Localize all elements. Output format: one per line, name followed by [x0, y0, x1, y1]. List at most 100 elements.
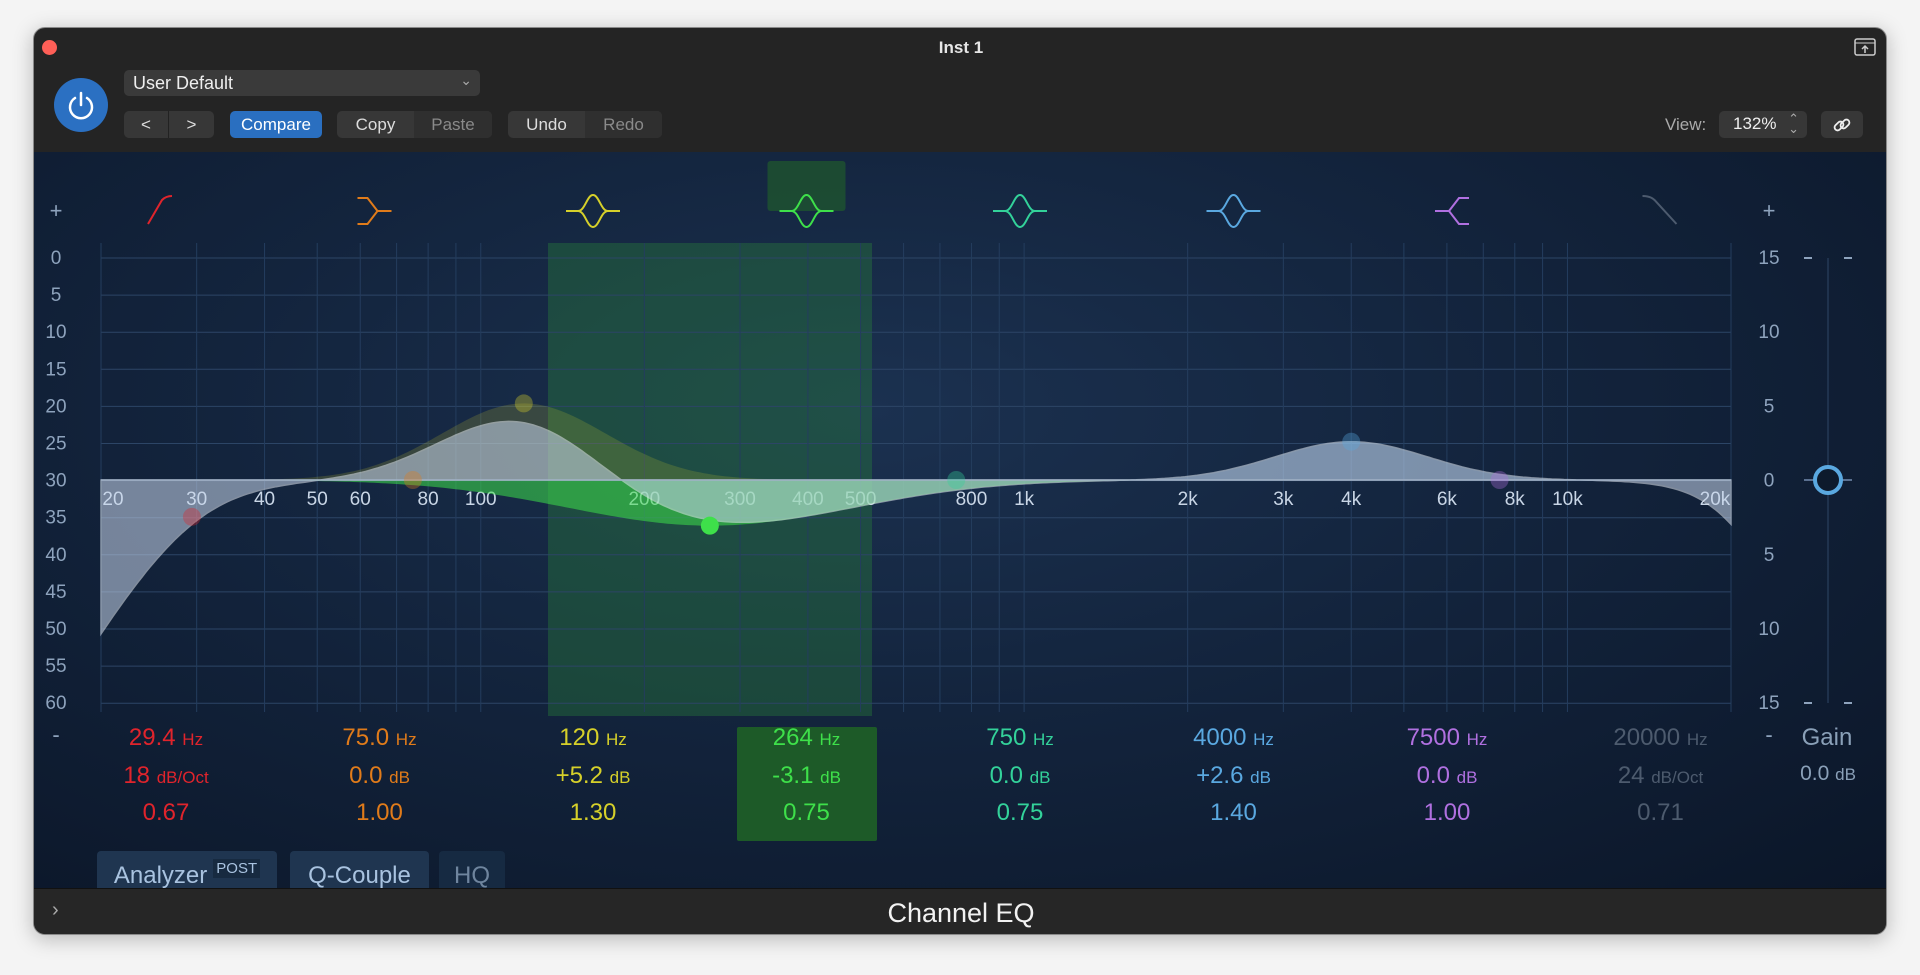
undo-button[interactable]: Undo — [526, 114, 567, 134]
band-6-q-field[interactable]: 1.40 — [1164, 799, 1304, 827]
band-5-freq-field[interactable]: 750 Hz — [950, 724, 1090, 752]
param-unit: Hz — [819, 730, 841, 749]
band-handle[interactable] — [403, 471, 422, 489]
param-unit: dB — [820, 768, 841, 787]
param-value: 264 — [772, 724, 813, 751]
band-4-gain-field[interactable]: -3.1 dB — [737, 762, 877, 790]
preset-dropdown[interactable]: User Default ⌄ — [124, 70, 480, 96]
band-handle[interactable] — [700, 516, 719, 535]
stepper-arrows-icon: ⌃ ⌄ — [1788, 111, 1799, 136]
param-value: 18 — [123, 762, 151, 789]
band-4-q-field[interactable]: 0.75 — [737, 799, 877, 827]
band-2-q-field[interactable]: 1.00 — [310, 799, 450, 827]
left-scale-label: 25 — [45, 434, 66, 455]
compare-button[interactable]: Compare — [230, 111, 322, 138]
param-value: -3.1 — [772, 762, 814, 789]
band-handle[interactable] — [1490, 471, 1509, 489]
power-button[interactable] — [54, 78, 108, 132]
band-6-gain-field[interactable]: +2.6 dB — [1164, 762, 1304, 790]
low-cut-filter-icon[interactable] — [147, 195, 173, 225]
close-button[interactable] — [42, 40, 57, 55]
band-2-gain-field[interactable]: 0.0 dB — [310, 762, 450, 790]
param-unit: Hz — [1686, 730, 1708, 749]
view-label: View: — [1665, 115, 1707, 134]
left-scale-label: 0 — [51, 248, 62, 269]
copy-button[interactable]: Copy — [355, 114, 396, 134]
left-scale-label: 45 — [45, 582, 66, 603]
bell-filter-icon[interactable] — [993, 193, 1047, 229]
param-unit: dB — [609, 768, 631, 787]
right-scale-label: 10 — [1758, 322, 1779, 343]
param-unit: Hz — [1466, 730, 1488, 749]
param-unit: dB — [1456, 768, 1478, 787]
band-handle[interactable] — [514, 394, 533, 413]
param-value: 0.71 — [1637, 799, 1684, 826]
frequency-label: 60 — [350, 489, 371, 510]
left-scale-label: 5 — [51, 285, 62, 306]
preset-nav: < > — [124, 111, 214, 138]
band-3-gain-field[interactable]: +5.2 dB — [523, 762, 663, 790]
band-7-gain-field[interactable]: 0.0 dB — [1377, 762, 1517, 790]
band-7-freq-field[interactable]: 7500 Hz — [1377, 724, 1517, 752]
band-handle[interactable] — [947, 471, 966, 489]
band-8-gain-field[interactable]: 24 dB/Oct — [1591, 762, 1731, 790]
eq-response-curve — [100, 420, 1732, 637]
band-1-gain-field[interactable]: 18 dB/Oct — [96, 762, 236, 790]
band-handle[interactable] — [182, 507, 201, 526]
paste-button[interactable]: Paste — [414, 111, 492, 138]
chevron-right-icon[interactable]: › — [52, 899, 59, 921]
band-handle[interactable] — [1342, 432, 1361, 451]
band-3-freq-field[interactable]: 120 Hz — [523, 724, 663, 752]
band-1-freq-field[interactable]: 29.4 Hz — [96, 724, 236, 752]
zoom-in-button[interactable]: + — [50, 198, 63, 223]
param-value: 0.75 — [783, 799, 830, 826]
band-4-freq-field[interactable]: 264 Hz — [737, 724, 877, 752]
zoom-in-button[interactable]: + — [1763, 198, 1776, 223]
right-scale-label: 5 — [1764, 396, 1775, 417]
left-scale-label: 60 — [45, 693, 66, 714]
band-8-freq-field[interactable]: 20000 Hz — [1591, 724, 1731, 752]
low-shelf-filter-icon[interactable] — [357, 197, 392, 225]
high-cut-filter-icon[interactable] — [1642, 195, 1678, 225]
param-value: 750 — [986, 724, 1027, 751]
plugin-name: Channel EQ — [887, 898, 1035, 928]
frequency-label: 1k — [1014, 489, 1035, 510]
bell-filter-icon[interactable] — [779, 193, 834, 229]
frequency-label: 100 — [465, 489, 497, 510]
band-8-q-field[interactable]: 0.71 — [1591, 799, 1731, 827]
band-6-freq-field[interactable]: 4000 Hz — [1164, 724, 1304, 752]
frequency-label: 3k — [1273, 489, 1294, 510]
high-shelf-filter-icon[interactable] — [1435, 197, 1469, 225]
param-value: 120 — [559, 724, 600, 751]
left-scale-label: 15 — [45, 359, 66, 380]
param-unit: Hz — [1253, 730, 1274, 749]
bell-filter-icon[interactable] — [1206, 193, 1261, 229]
eq-graph[interactable]: 05101520253035404550556015105051015++--2… — [34, 152, 1887, 888]
link-button[interactable] — [1821, 111, 1863, 138]
zoom-out-button[interactable]: - — [52, 722, 59, 747]
gain-value[interactable]: 0.0 dB — [1786, 762, 1870, 786]
preset-value: User Default — [133, 73, 234, 93]
param-value: 0.0 — [349, 762, 383, 789]
band-7-q-field[interactable]: 1.00 — [1377, 799, 1517, 827]
zoom-out-button[interactable]: - — [1765, 722, 1772, 747]
prev-preset-button[interactable]: < — [124, 111, 169, 138]
param-unit: dB/Oct — [156, 768, 209, 787]
left-scale-label: 50 — [45, 619, 66, 640]
bell-filter-icon[interactable] — [566, 193, 620, 229]
param-value: 1.30 — [569, 799, 617, 826]
band-2-freq-field[interactable]: 75.0 Hz — [310, 724, 450, 752]
window-pin-icon[interactable] — [1854, 38, 1876, 61]
frequency-label: 80 — [418, 489, 439, 510]
analyzer-post-badge[interactable]: POST — [213, 859, 261, 878]
band-1-q-field[interactable]: 0.67 — [96, 799, 236, 827]
band-5-q-field[interactable]: 0.75 — [950, 799, 1090, 827]
frequency-label: 6k — [1437, 489, 1458, 510]
band-3-q-field[interactable]: 1.30 — [523, 799, 663, 827]
gain-slider-knob[interactable] — [1813, 465, 1843, 495]
band-5-gain-field[interactable]: 0.0 dB — [950, 762, 1090, 790]
param-unit: Hz — [395, 730, 417, 749]
view-zoom-stepper[interactable]: 132% ⌃ ⌄ — [1719, 111, 1807, 138]
next-preset-button[interactable]: > — [186, 114, 197, 134]
redo-button[interactable]: Redo — [585, 111, 662, 138]
